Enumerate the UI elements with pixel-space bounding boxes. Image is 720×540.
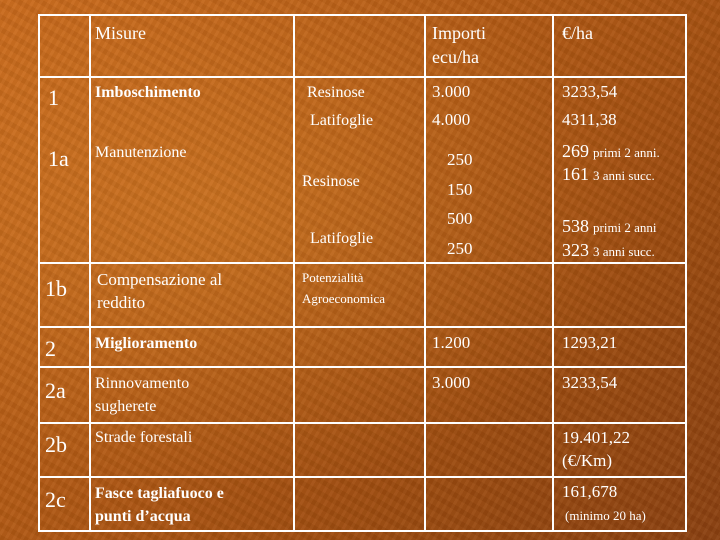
row-2c-misura-line2: punti d’acqua — [95, 508, 191, 525]
row-1a-eur-c-value: 538 — [562, 216, 589, 236]
border-col-2 — [293, 14, 295, 532]
row-1a-eur-b-value: 161 — [562, 164, 589, 184]
border-row-2b-2c — [38, 476, 687, 478]
header-misure: Misure — [95, 23, 146, 43]
row-1-number: 1 — [48, 85, 59, 110]
row-1a-eur-d: 323 3 anni succ. — [562, 240, 655, 262]
row-1b-number: 1b — [45, 276, 67, 301]
row-2b-eur-line2: (€/Km) — [562, 451, 613, 470]
border-row-1b-2 — [38, 326, 687, 328]
row-2b-eur-line1: 19.401,22 — [562, 428, 630, 447]
row-1a-type-latifoglie: Latifoglie — [310, 230, 374, 247]
row-1a-eur-a-value: 269 — [562, 141, 589, 161]
row-2c-number: 2c — [45, 487, 66, 512]
row-2b-number: 2b — [45, 432, 67, 457]
row-2c-eur-line2: (minimo 20 ha) — [565, 508, 646, 523]
row-2a-eur: 3233,54 — [562, 373, 618, 392]
border-col-3 — [424, 14, 426, 532]
row-1a-eur-d-value: 323 — [562, 240, 589, 260]
border-header-bottom — [38, 76, 687, 78]
row-2-eur: 1293,21 — [562, 333, 618, 352]
row-1b-misura-line1: Compensazione al — [97, 270, 223, 289]
row-1a-number: 1a — [48, 146, 69, 171]
border-col-4 — [552, 14, 554, 532]
row-2-number: 2 — [45, 336, 56, 361]
row-2a-importo: 3.000 — [432, 373, 471, 392]
border-bottom — [38, 530, 687, 532]
row-1a-eur-c: 538 primi 2 anni — [562, 216, 657, 238]
row-1a-type-resinose: Resinose — [302, 173, 360, 190]
row-2b-misura: Strade forestali — [95, 429, 193, 446]
row-2a-misura-line2: sugherete — [95, 398, 157, 415]
header-eur-ha: €/ha — [562, 23, 593, 43]
row-2c-eur-line1: 161,678 — [562, 482, 618, 501]
border-row-2a-2b — [38, 422, 687, 424]
row-1a-eur-c-note: primi 2 anni — [593, 220, 657, 235]
header-importi-line1: Importi — [432, 23, 486, 43]
row-1a-importo-2: 150 — [447, 180, 473, 199]
row-1-eur-1: 3233,54 — [562, 82, 618, 101]
row-1-importo-2: 4.000 — [432, 110, 471, 129]
row-1a-eur-d-note: 3 anni succ. — [593, 244, 655, 259]
border-left — [38, 14, 40, 532]
row-1a-eur-b-note: 3 anni succ. — [593, 168, 655, 183]
row-2c-misura-line1: Fasce tagliafuoco e — [95, 485, 224, 502]
row-1a-importo-4: 250 — [447, 239, 473, 258]
row-2-importo: 1.200 — [432, 333, 471, 352]
row-1-importo-1: 3.000 — [432, 82, 471, 101]
row-1a-misura: Manutenzione — [95, 144, 187, 161]
header-importi-line2: ecu/ha — [432, 47, 479, 67]
row-1a-importo-1: 250 — [447, 150, 473, 169]
row-2-misura: Miglioramento — [95, 335, 198, 352]
border-row-1a-1b — [38, 262, 687, 264]
row-1a-eur-b: 161 3 anni succ. — [562, 164, 655, 186]
row-1a-importo-3: 500 — [447, 209, 473, 228]
border-col-1 — [89, 14, 91, 532]
row-2a-misura-line1: Rinnovamento — [95, 375, 190, 392]
border-row-2-2a — [38, 366, 687, 368]
row-1-type-latifoglie: Latifoglie — [310, 112, 374, 129]
row-2a-number: 2a — [45, 378, 66, 403]
row-1b-misura-line2: reddito — [97, 293, 146, 312]
border-right — [685, 14, 687, 532]
border-top — [38, 14, 687, 16]
row-1-misura: Imboschimento — [95, 84, 201, 101]
row-1b-type-line2: Agroeconomica — [302, 291, 386, 306]
row-1a-eur-a-note: primi 2 anni. — [593, 145, 660, 160]
row-1-type-resinose: Resinose — [307, 84, 365, 101]
row-1b-type-line1: Potenzialità — [302, 270, 364, 285]
row-1-eur-2: 4311,38 — [562, 110, 617, 129]
row-1a-eur-a: 269 primi 2 anni. — [562, 141, 660, 163]
